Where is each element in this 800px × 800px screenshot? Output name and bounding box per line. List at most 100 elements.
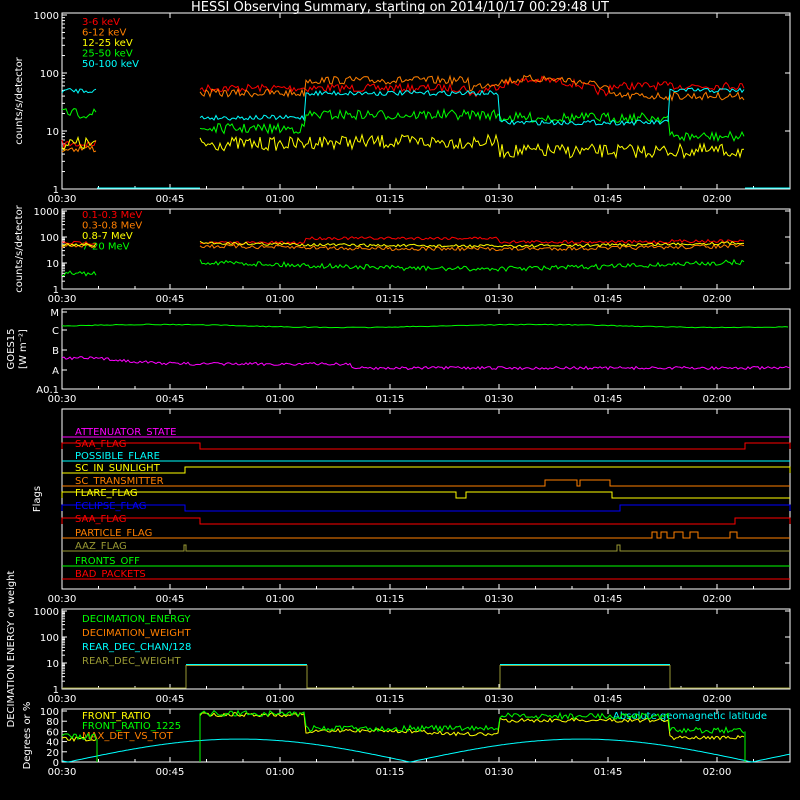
legend-entry: 7-20 MeV: [82, 242, 130, 253]
x-tick-label: 01:00: [266, 694, 295, 705]
x-tick-label: 00:45: [156, 194, 185, 205]
y-tick-label: 100: [40, 233, 59, 244]
x-tick-label: 01:15: [376, 694, 405, 705]
legend-entry: 50-100 keV: [82, 59, 139, 70]
x-tick-label: 01:30: [485, 194, 514, 205]
flag-line-aaz-flag: [62, 544, 790, 552]
y-tick-label: 1: [53, 285, 59, 296]
series-line-7-20mev: [62, 259, 790, 275]
x-tick-label: 01:45: [594, 294, 623, 305]
flag-line-eclipse-flag: [61, 504, 791, 512]
x-tick-label: 02:00: [703, 294, 732, 305]
x-tick-label: 01:15: [376, 594, 405, 605]
x-tick-label: 01:00: [266, 767, 295, 778]
y-tick-label: B: [52, 346, 59, 357]
legend-entry: FRONT_RATIO_1225: [82, 721, 181, 732]
y-tick-label: A: [52, 366, 59, 377]
legend-entry: 0.1-0.3 MeV: [82, 210, 142, 221]
x-tick-label: 02:00: [703, 594, 732, 605]
legend-entry: 3-6 keV: [82, 17, 120, 28]
legend-entry: 25-50 keV: [82, 49, 133, 60]
x-tick-label: 01:30: [485, 294, 514, 305]
flag-label: SAA_FLAG: [75, 514, 126, 525]
y-tick-label: 1: [53, 185, 59, 196]
x-tick-label: 00:45: [156, 694, 185, 705]
x-tick-label: 02:00: [703, 194, 732, 205]
legend-entry: MAX_DET_VS_TOT: [82, 731, 174, 742]
x-tick-label: 01:30: [485, 594, 514, 605]
legend-entry: 6-12 keV: [82, 28, 126, 39]
x-tick-label: 01:30: [485, 694, 514, 705]
panel-frame: [61, 208, 791, 290]
legend-entry: 12-25 keV: [82, 38, 133, 49]
plot-title: HESSI Observing Summary, starting on 201…: [191, 0, 609, 15]
flag-label: POSSIBLE_FLARE: [75, 451, 160, 462]
flag-label: SAA_FLAG: [75, 439, 126, 450]
legend-entry: DECIMATION_ENERGY: [82, 614, 191, 625]
x-tick-label: 01:45: [594, 694, 623, 705]
series-line-3-6kev: [62, 77, 790, 148]
flag-label: SC_TRANSMITTER: [75, 476, 164, 487]
x-tick-label: 02:00: [703, 394, 732, 405]
y-tick-label: 40: [46, 738, 59, 749]
x-tick-label: 01:30: [485, 394, 514, 405]
x-tick-label: 00:30: [48, 694, 77, 705]
legend-entry: 0.3-0.8 MeV: [82, 221, 142, 232]
legend-entry: Absolute geomagnetic latitude: [613, 711, 767, 722]
y-tick-label: 100: [40, 69, 59, 80]
legend-entry: REAR_DEC_CHAN/128: [82, 642, 191, 653]
x-tick-label: 01:45: [594, 194, 623, 205]
flag-label: BAD_PACKETS: [75, 569, 146, 580]
series-line-0.1-0.3mev: [62, 237, 790, 245]
flag-label: SC_IN_SUNLIGHT: [75, 463, 161, 474]
x-tick-label: 01:15: [376, 294, 405, 305]
y-tick-label: 100: [40, 707, 59, 718]
x-tick-label: 01:15: [376, 394, 405, 405]
x-tick-label: 00:45: [156, 394, 185, 405]
x-tick-label: 02:00: [703, 767, 732, 778]
x-tick-label: 01:00: [266, 394, 295, 405]
y-tick-label: 1000: [34, 11, 59, 22]
y-axis-label: counts/s/detector: [14, 204, 25, 292]
series-line-25-50kev: [62, 109, 790, 141]
y-tick-label: 20: [46, 748, 59, 759]
y-axis-label: Flags: [32, 486, 43, 512]
y-tick-label: M: [50, 308, 59, 319]
x-tick-label: 00:45: [156, 767, 185, 778]
y-tick-label: 1000: [34, 207, 59, 218]
x-tick-label: 01:45: [594, 394, 623, 405]
y-tick-label: 80: [46, 717, 59, 728]
x-tick-label: 01:00: [266, 194, 295, 205]
y-tick-label: A0.1: [36, 385, 59, 396]
y-tick-label: 60: [46, 727, 59, 738]
y-axis-label: DECIMATION ENERGY or weight: [6, 570, 17, 727]
y-axis-unit: [W m⁻²]: [18, 329, 29, 369]
legend-entry: 0.8-7 MeV: [82, 231, 133, 242]
x-tick-label: 00:30: [48, 294, 77, 305]
y-axis-label: counts/s/detector: [14, 56, 25, 144]
x-tick-label: 01:15: [376, 194, 405, 205]
x-tick-label: 00:45: [156, 294, 185, 305]
flag-line-particle-flag: [62, 531, 790, 539]
y-tick-label: 100: [40, 633, 59, 644]
x-tick-label: 00:30: [48, 594, 77, 605]
y-tick-label: 10: [46, 659, 59, 670]
y-tick-label: 1: [53, 685, 59, 696]
panel-frame: [61, 12, 791, 190]
y-tick-label: 10: [46, 259, 59, 270]
legend-entry: DECIMATION_WEIGHT: [82, 628, 191, 639]
flag-line-saa-flag-1: [61, 442, 791, 450]
x-tick-label: 01:45: [594, 767, 623, 778]
x-tick-label: 01:30: [485, 767, 514, 778]
y-tick-label: C: [52, 326, 59, 337]
flag-label: ATTENUATOR_STATE: [75, 427, 176, 438]
series-line-0.3-0.8mev: [62, 244, 790, 250]
y-tick-label: 0: [53, 758, 59, 769]
legend-entry: REAR_DEC_WEIGHT: [82, 656, 181, 667]
flag-label: ECLIPSE_FLAG: [75, 501, 146, 512]
panel-frame: [61, 308, 791, 390]
series-line-geomagnetic-latitude: [61, 738, 791, 763]
y-axis-label: Degrees or %: [22, 702, 33, 770]
flag-label: FRONTS_OFF: [75, 556, 140, 567]
series-line-rear-dec-weight: [62, 665, 790, 689]
